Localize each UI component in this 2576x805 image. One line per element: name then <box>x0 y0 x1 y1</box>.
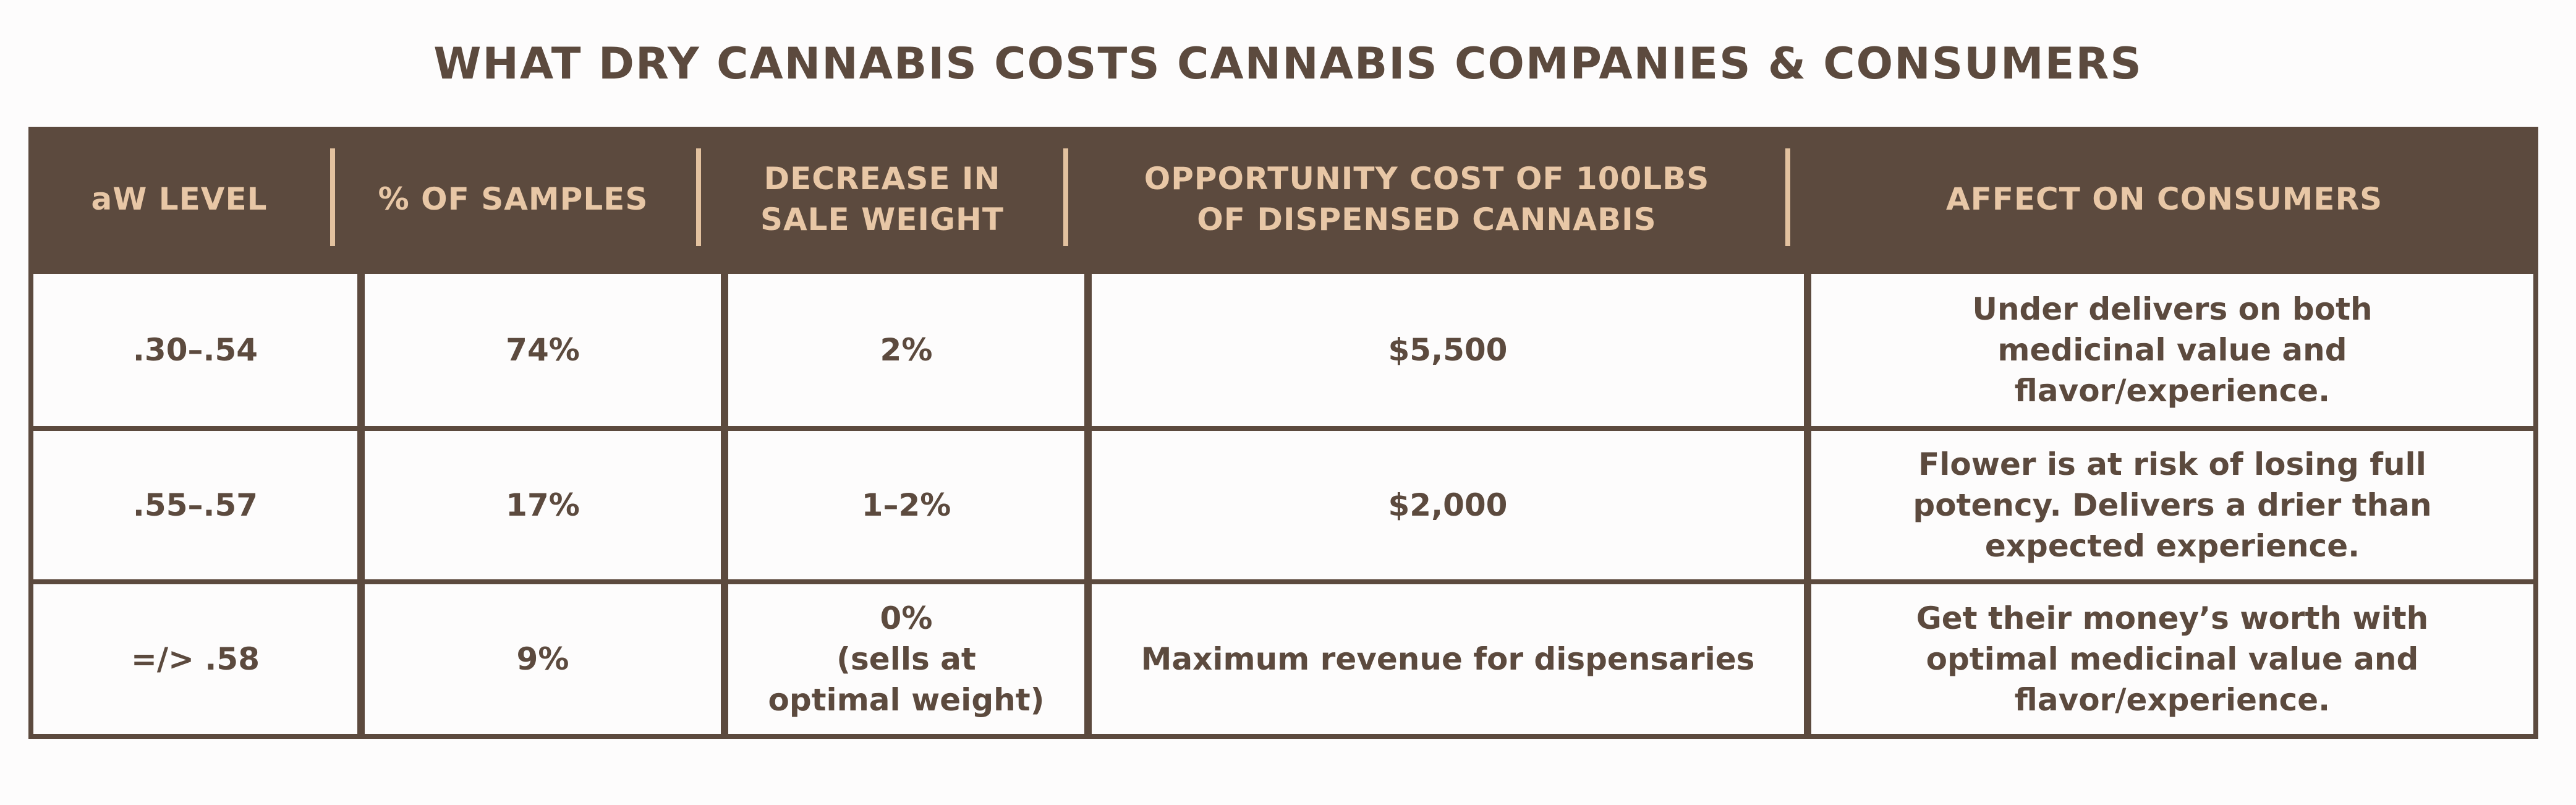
header-separator <box>330 148 335 246</box>
table-cell: .30–.54 <box>33 274 357 426</box>
page-title: WHAT DRY CANNABIS COSTS CANNABIS COMPANI… <box>433 38 2143 89</box>
table-cell: 9% <box>365 584 721 734</box>
header-separator <box>1785 148 1790 246</box>
table-cell: Get their money’s worth with optimal med… <box>1811 584 2533 734</box>
column-header-percent-samples: % OF SAMPLES <box>378 181 648 217</box>
table-cell: Flower is at risk of losing full potency… <box>1811 431 2533 579</box>
table-cell: 2% <box>728 274 1084 426</box>
column-header-opportunity-cost: OPPORTUNITY COST OF 100LBS OF DISPENSED … <box>1144 160 1710 237</box>
table-cell: =/> .58 <box>33 584 357 734</box>
column-header-decrease-weight: DECREASE IN SALE WEIGHT <box>760 160 1005 237</box>
table-cell: 17% <box>365 431 721 579</box>
table-cell: Under delivers on both medicinal value a… <box>1811 274 2533 426</box>
table-cell: 0% (sells at optimal weight) <box>728 584 1084 734</box>
header-separator <box>1063 148 1068 246</box>
table-row: =/> .58 9% 0% (sells at optimal weight) … <box>28 584 2538 734</box>
cost-table: aW LEVEL % OF SAMPLES DECREASE IN SALE W… <box>28 127 2538 739</box>
table-cell: $2,000 <box>1092 431 1804 579</box>
table-cell: 74% <box>365 274 721 426</box>
header-separator <box>696 148 701 246</box>
table-header-row: aW LEVEL % OF SAMPLES DECREASE IN SALE W… <box>28 127 2538 271</box>
table-cell: 1–2% <box>728 431 1084 579</box>
table-cell: $5,500 <box>1092 274 1804 426</box>
column-header-affect-consumers: AFFECT ON CONSUMERS <box>1945 181 2383 217</box>
table-cell: Maximum revenue for dispensaries <box>1092 584 1804 734</box>
table-cell: .55–.57 <box>33 431 357 579</box>
column-header-aw-level: aW LEVEL <box>91 181 268 217</box>
table-row: .30–.54 74% 2% $5,500 Under delivers on … <box>28 274 2538 426</box>
table-row: .55–.57 17% 1–2% $2,000 Flower is at ris… <box>28 431 2538 579</box>
